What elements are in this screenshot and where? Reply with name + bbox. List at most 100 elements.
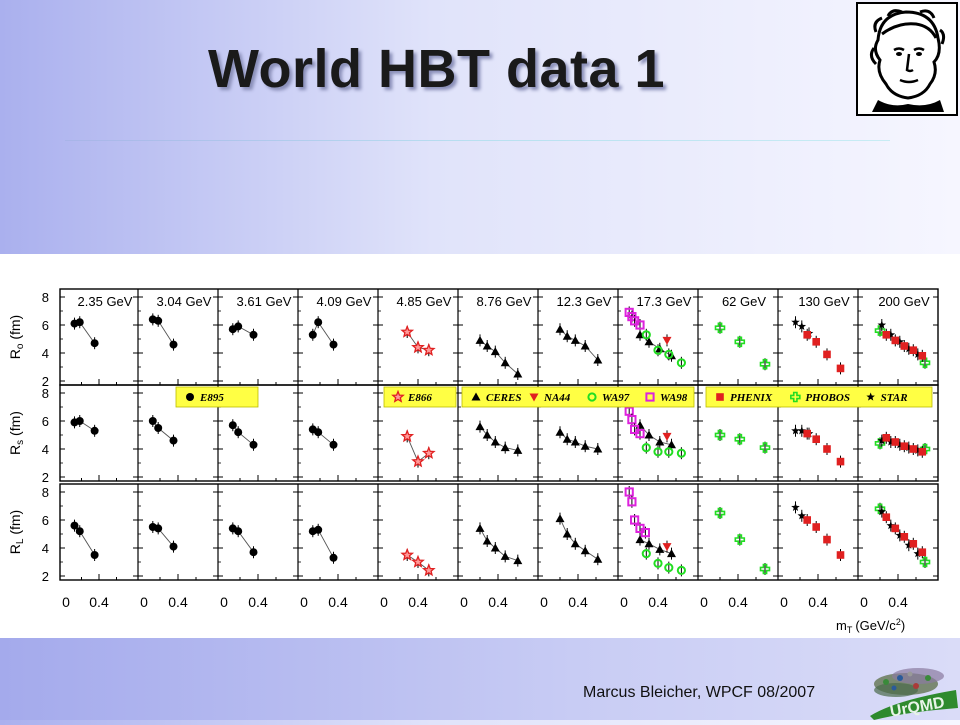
data-point-ceres bbox=[570, 437, 580, 446]
data-point-wa97 bbox=[676, 358, 687, 368]
data-point-e866 bbox=[400, 429, 415, 443]
legend-marker-wa98 bbox=[645, 392, 655, 402]
panel-energy-label: 4.09 GeV bbox=[317, 294, 372, 309]
x-tick-label-zero: 0 bbox=[460, 594, 468, 610]
y-axis-title-unit: (fm) bbox=[7, 315, 23, 344]
x-axis-title: mT (GeV/c2) bbox=[836, 617, 905, 635]
panel-energy-label: 3.61 GeV bbox=[237, 294, 292, 309]
data-point-wa97 bbox=[664, 447, 674, 457]
data-point-ceres bbox=[500, 443, 510, 452]
panel-energy-label: 130 GeV bbox=[798, 294, 850, 309]
y-tick-label: 2 bbox=[42, 374, 49, 389]
data-point-e866 bbox=[411, 454, 425, 468]
y-axis-title-main: R bbox=[7, 349, 23, 359]
data-point-e895 bbox=[249, 330, 258, 339]
y-axis-title: RL (fm) bbox=[7, 510, 26, 554]
data-point-phenix bbox=[918, 548, 927, 556]
data-point-phenix bbox=[882, 513, 891, 521]
y-axis-title-main: R bbox=[7, 544, 23, 554]
data-point-phobos bbox=[759, 358, 771, 370]
panel-energy-label: 4.85 GeV bbox=[397, 294, 452, 309]
y-tick-label: 4 bbox=[42, 346, 49, 361]
hbt-figure-panel: 2 4 6 8 Ro (fm) 2 4 6 8 Rs (fm) 2 4 6 8 RL (fm) 0 0.4 0 0.… bbox=[0, 254, 960, 638]
data-point-e895 bbox=[90, 426, 99, 435]
x-axis-title-sub: T bbox=[847, 625, 853, 635]
data-point-phenix bbox=[823, 535, 831, 544]
data-point-ceres bbox=[513, 445, 523, 454]
panel-energy-label: 12.3 GeV bbox=[557, 294, 612, 309]
y-axis-title-unit: (fm) bbox=[7, 510, 23, 539]
legend-label: PHENIX bbox=[730, 392, 773, 404]
data-point-ceres bbox=[482, 430, 492, 439]
data-point-e866 bbox=[400, 547, 415, 561]
panel-energy-label: 8.76 GeV bbox=[477, 294, 532, 309]
data-point-ceres bbox=[513, 369, 523, 378]
data-point-star bbox=[791, 502, 800, 511]
y-axis-title: Ro (fm) bbox=[7, 315, 26, 359]
y-axis-title-sub: L bbox=[15, 538, 26, 544]
data-point-na44 bbox=[662, 543, 672, 552]
data-point-phenix bbox=[891, 524, 900, 533]
legend-label: PHOBOS bbox=[805, 392, 850, 404]
data-point-phobos bbox=[759, 563, 771, 575]
x-tick-label: 0.4 bbox=[408, 594, 428, 610]
legend-label: WA97 bbox=[602, 392, 630, 404]
x-tick-label: 0.4 bbox=[168, 594, 188, 610]
data-point-wa97 bbox=[653, 558, 663, 568]
data-point-e895 bbox=[148, 417, 157, 425]
data-point-e866 bbox=[421, 563, 436, 577]
data-point-ceres bbox=[580, 341, 590, 350]
data-point-phobos bbox=[714, 429, 726, 441]
legend-marker-e866 bbox=[391, 389, 405, 403]
x-tick-label-zero: 0 bbox=[300, 594, 308, 610]
data-point-e895 bbox=[234, 527, 243, 536]
urqmd-logo-text: UrQMD bbox=[889, 694, 946, 720]
data-point-e866 bbox=[421, 342, 436, 356]
data-point-phenix bbox=[836, 364, 845, 373]
legend-label: CERES bbox=[486, 392, 521, 404]
data-point-phenix bbox=[812, 523, 820, 531]
data-point-wa98 bbox=[627, 415, 637, 425]
data-point-ceres bbox=[475, 422, 485, 431]
data-point-ceres bbox=[580, 441, 590, 450]
urqmd-logo: UrQMD bbox=[866, 660, 960, 721]
x-axis-title-close: ) bbox=[901, 618, 905, 633]
panel-energy-label: 200 GeV bbox=[878, 294, 930, 309]
x-tick-label-zero: 0 bbox=[220, 594, 228, 610]
legend-marker-e895 bbox=[186, 393, 194, 401]
data-point-star bbox=[797, 511, 807, 520]
data-point-ceres bbox=[490, 347, 500, 356]
panel-energy-label: 3.04 GeV bbox=[157, 294, 212, 309]
data-point-phobos bbox=[919, 443, 931, 455]
x-tick-label-zero: 0 bbox=[540, 594, 548, 610]
panel-energy-label: 2.35 GeV bbox=[78, 294, 133, 309]
legend-marker-wa97 bbox=[587, 392, 597, 402]
data-point-ceres bbox=[555, 427, 565, 436]
x-tick-label-zero: 0 bbox=[380, 594, 388, 610]
fit-curve bbox=[559, 518, 599, 560]
x-tick-label: 0.4 bbox=[568, 594, 588, 610]
row-frame bbox=[59, 483, 939, 581]
data-point-e895 bbox=[329, 553, 338, 562]
y-axis-title-sub: s bbox=[15, 440, 26, 445]
data-point-ceres bbox=[555, 514, 565, 523]
data-point-star bbox=[877, 436, 887, 445]
data-point-phenix bbox=[891, 438, 900, 446]
data-point-phenix bbox=[836, 457, 845, 466]
y-tick-label: 4 bbox=[42, 442, 49, 457]
data-point-ceres bbox=[570, 539, 580, 548]
data-point-wa98 bbox=[640, 528, 650, 538]
data-point-star bbox=[791, 426, 800, 435]
data-point-wa98 bbox=[635, 429, 645, 439]
data-point-ceres bbox=[593, 444, 603, 453]
y-tick-label: 2 bbox=[42, 569, 49, 584]
legend-box bbox=[705, 386, 933, 408]
y-tick-label: 6 bbox=[42, 513, 49, 528]
x-tick-label: 0.4 bbox=[808, 594, 828, 610]
data-point-phenix bbox=[918, 448, 927, 456]
data-point-wa97 bbox=[676, 565, 687, 575]
data-point-ceres bbox=[475, 335, 485, 344]
data-point-ceres bbox=[500, 358, 510, 367]
data-point-wa98 bbox=[627, 497, 637, 507]
y-tick-label: 8 bbox=[42, 290, 49, 305]
